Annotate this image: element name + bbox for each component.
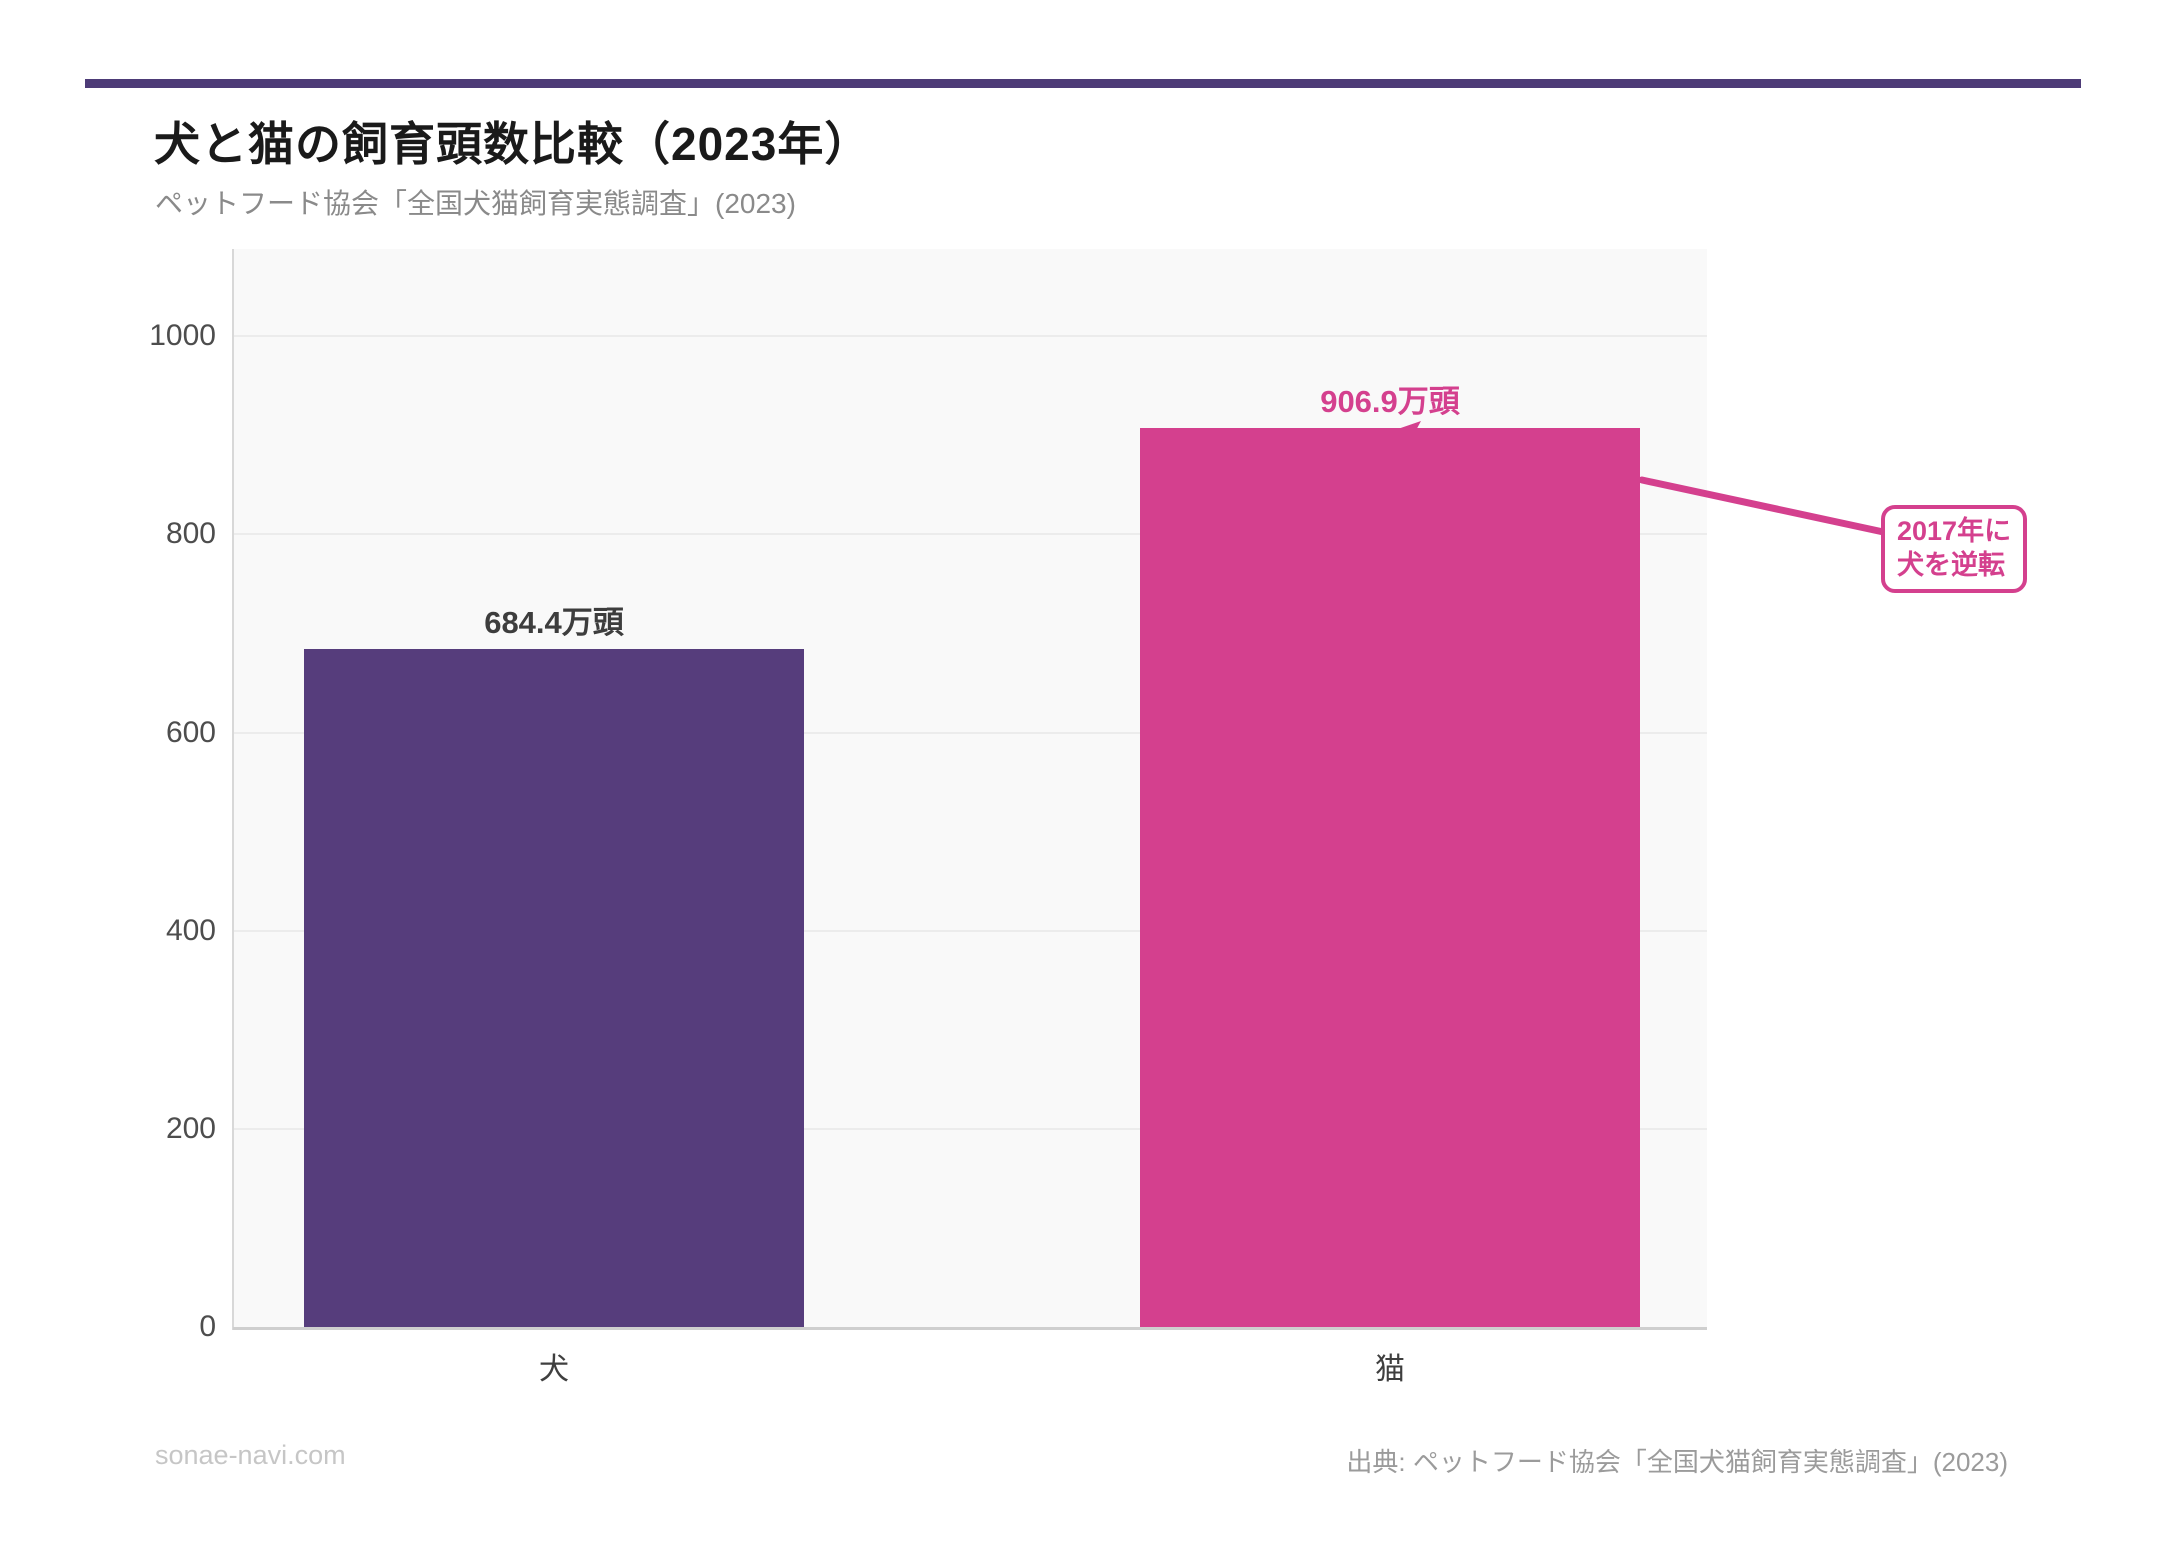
y-gridline: [233, 732, 1707, 734]
y-tick-label: 200: [165, 1112, 216, 1145]
y-gridline: [233, 335, 1707, 337]
cat-value-label: 906.9万頭: [1320, 384, 1460, 419]
y-gridline: [233, 533, 1707, 535]
y-tick-label: 0: [199, 1310, 216, 1343]
footer-source-text: 出典: ペットフード協会「全国犬猫飼育実態調査」(2023): [1346, 1447, 2008, 1477]
annotation-line-1: 2017年に: [1897, 516, 2012, 546]
page-subtitle: ペットフード協会「全国犬猫飼育実態調査」(2023): [155, 188, 796, 219]
y-axis-line: [232, 249, 234, 1330]
y-tick-label: 400: [165, 914, 216, 947]
y-tick-label: 1000: [149, 319, 216, 352]
x-axis-line: [233, 1327, 1707, 1330]
dog-bar: [304, 649, 804, 1327]
y-tick-label: 600: [165, 716, 216, 749]
annotation-line-2: 犬を逆転: [1897, 550, 2005, 581]
y-tick-label: 800: [165, 517, 216, 550]
annotation-callout: 2017年に 犬を逆転: [1881, 505, 2028, 594]
dog-value-label: 684.4万頭: [484, 605, 624, 640]
y-gridline: [233, 930, 1707, 932]
x-tick-label-cat: 猫: [1375, 1353, 1405, 1386]
page-title: 犬と猫の飼育頭数比較（2023年）: [154, 118, 872, 170]
accent-rule: [85, 79, 2081, 88]
cat-bar: [1140, 428, 1640, 1327]
x-tick-label-dog: 犬: [539, 1353, 569, 1386]
footer-site-text: sonae-navi.com: [155, 1440, 346, 1470]
y-gridline: [233, 1128, 1707, 1130]
